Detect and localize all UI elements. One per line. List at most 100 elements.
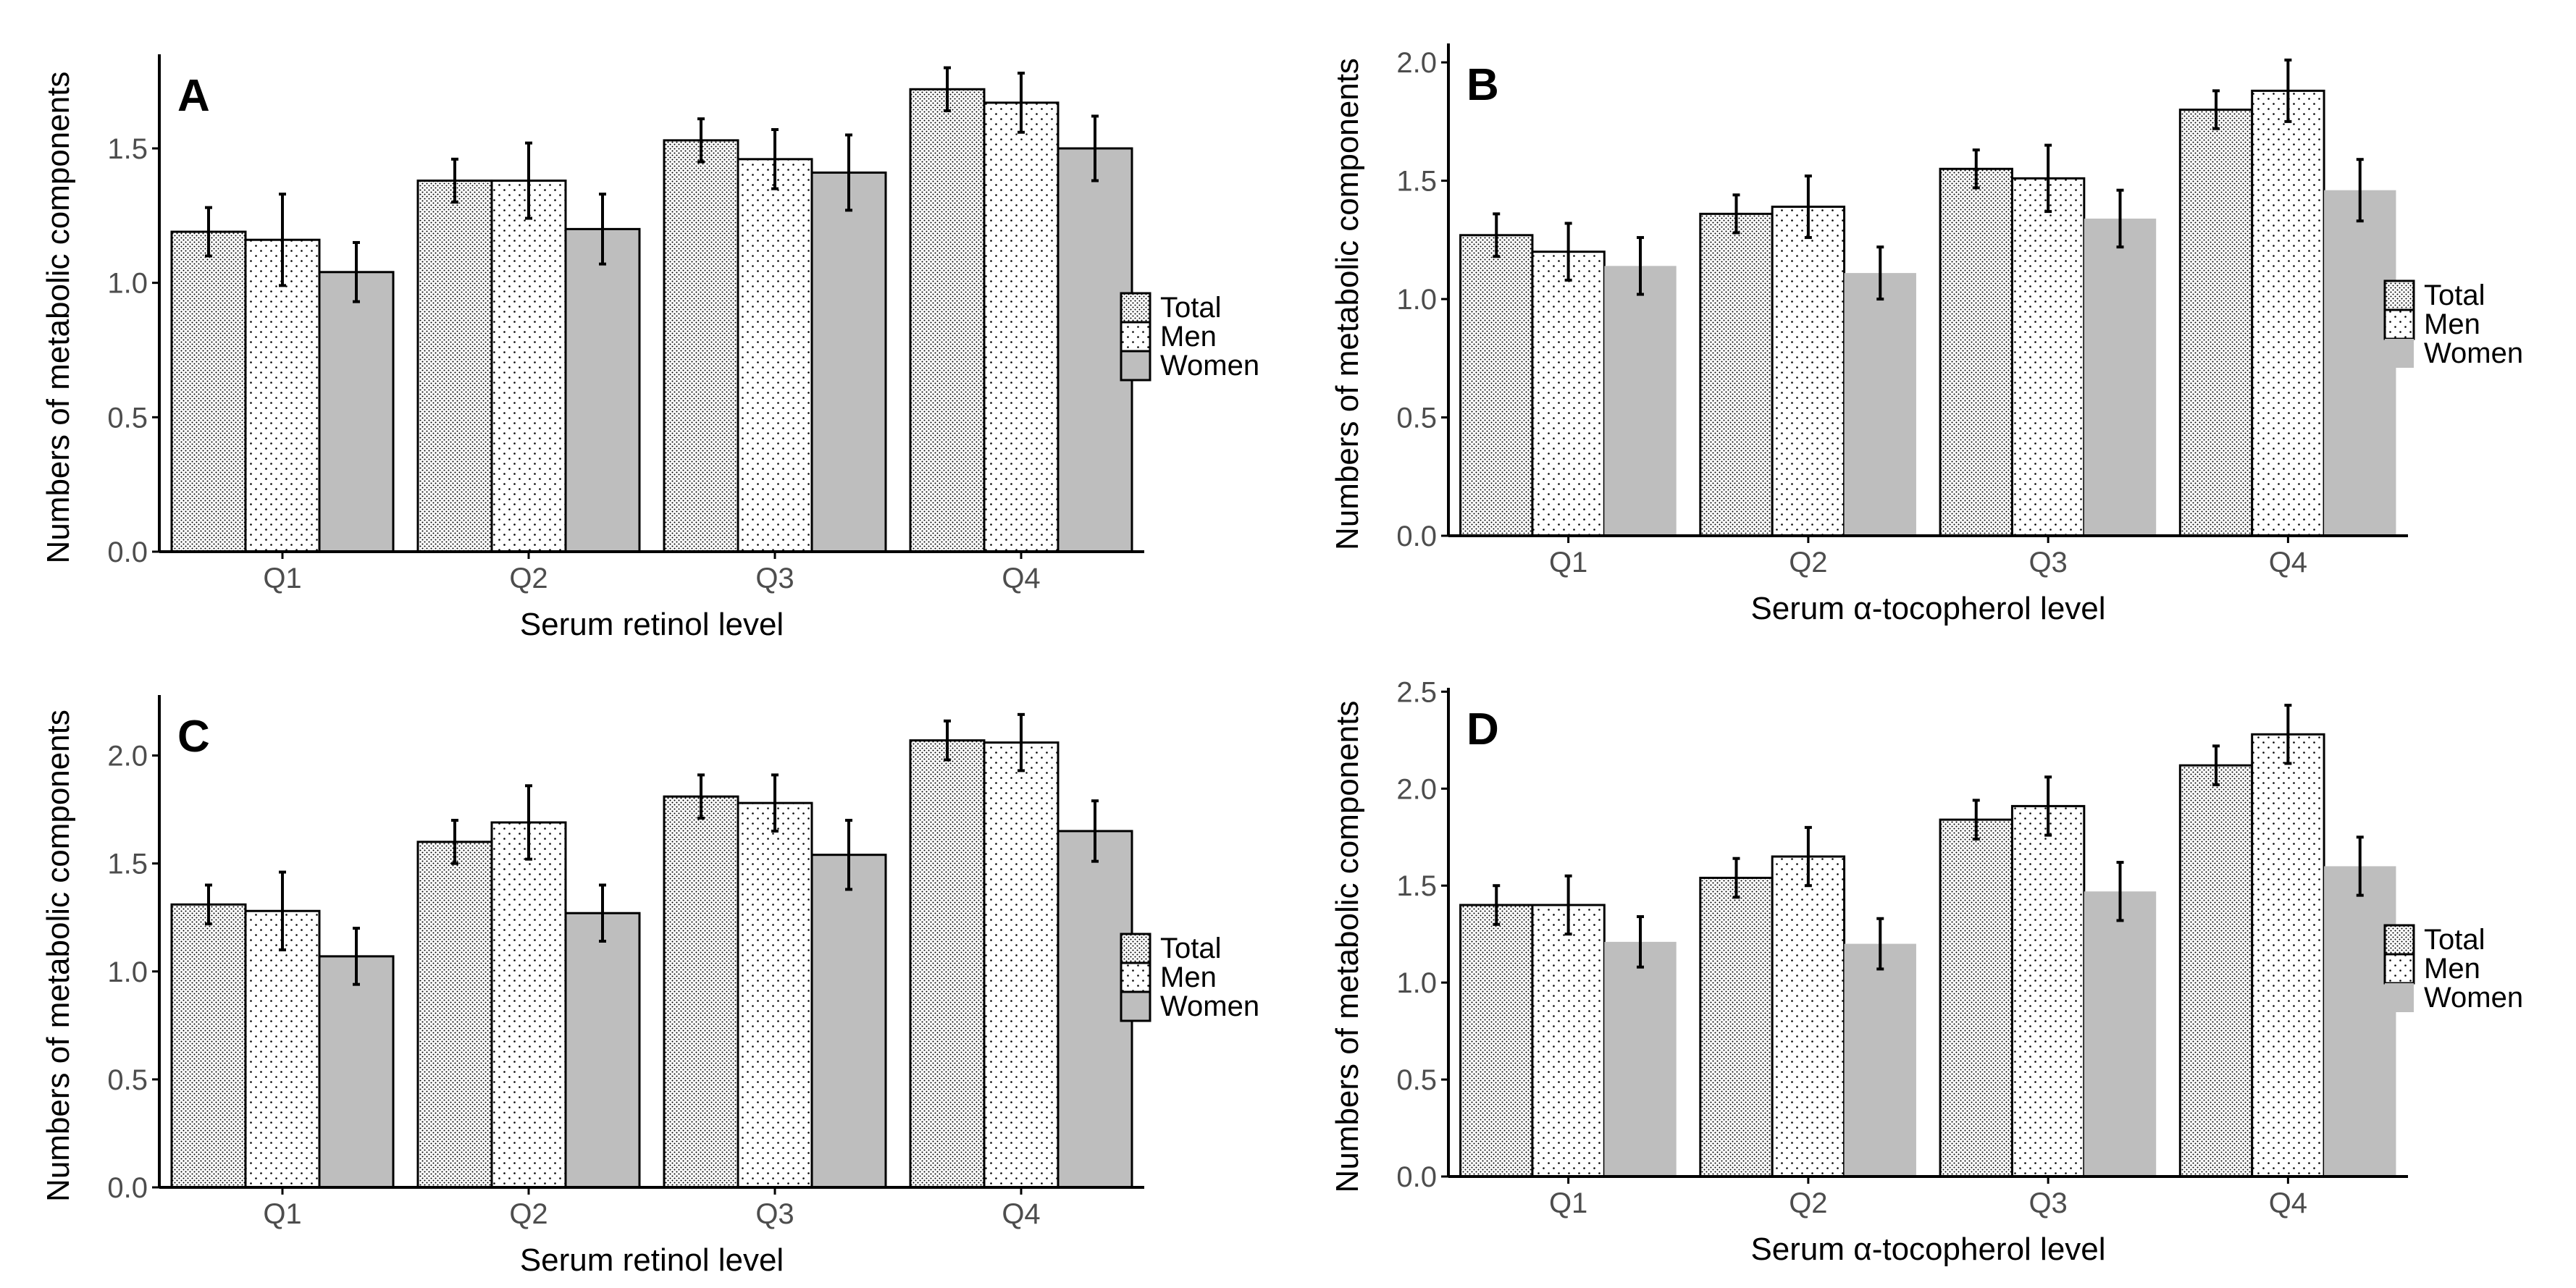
bar-women-q1 bbox=[1604, 941, 1677, 1177]
bar-men-q1 bbox=[1531, 904, 1606, 1178]
legend-label-total: Total bbox=[2424, 924, 2485, 956]
legend-label-men: Men bbox=[1160, 321, 1217, 353]
bar-women-q2 bbox=[1844, 273, 1916, 536]
bar-total-q3 bbox=[663, 139, 739, 553]
legend-label-women: Women bbox=[2424, 337, 2523, 369]
y-tick-label: 2.5 bbox=[1396, 676, 1437, 708]
bar-total-q3 bbox=[1939, 167, 2013, 537]
x-tick-label: Q1 bbox=[1549, 1187, 1587, 1219]
legend-label-women: Women bbox=[1160, 990, 1259, 1022]
bar-women-q4 bbox=[2324, 190, 2396, 536]
y-tick-label: 1.5 bbox=[107, 133, 148, 165]
legend-key-women bbox=[2385, 339, 2414, 368]
bar-women-q2 bbox=[1844, 943, 1916, 1177]
y-tick-label: 1.5 bbox=[107, 849, 148, 880]
x-tick-label: Q2 bbox=[1789, 547, 1827, 578]
bar-total-q3 bbox=[663, 795, 739, 1189]
x-tick-label: Q1 bbox=[263, 1198, 301, 1230]
y-tick-label: 0.5 bbox=[107, 402, 148, 434]
y-axis-title: Numbers of metabolic components bbox=[41, 710, 76, 1202]
y-tick-label: 0.0 bbox=[1396, 521, 1437, 552]
bar-women-q3 bbox=[810, 171, 887, 553]
y-axis-title: Numbers of metabolic components bbox=[1330, 58, 1365, 550]
legend-label-men: Men bbox=[2424, 953, 2480, 985]
bar-men-q2 bbox=[490, 180, 567, 553]
y-tick-label: 1.5 bbox=[1396, 870, 1437, 902]
bar-women-q1 bbox=[318, 955, 395, 1189]
bar-men-q1 bbox=[1531, 251, 1606, 537]
panel-label: B bbox=[1467, 60, 1499, 110]
x-axis-title: Serum α-tocopherol level bbox=[1750, 1232, 2105, 1267]
bar-men-q4 bbox=[983, 741, 1060, 1189]
bar-men-q4 bbox=[2251, 733, 2325, 1178]
bar-men-q3 bbox=[737, 801, 813, 1189]
x-tick-label: Q2 bbox=[509, 563, 547, 594]
x-tick-label: Q4 bbox=[1002, 563, 1040, 594]
bar-total-q1 bbox=[1459, 234, 1534, 537]
x-axis-title: Serum retinol level bbox=[520, 607, 784, 642]
legend-label-men: Men bbox=[1160, 961, 1217, 993]
x-tick-label: Q4 bbox=[1002, 1198, 1040, 1230]
x-axis-title: Serum α-tocopherol level bbox=[1750, 591, 2105, 626]
bar-total-q2 bbox=[416, 180, 493, 553]
y-tick-label: 2.0 bbox=[1396, 773, 1437, 805]
bar-men-q2 bbox=[490, 821, 567, 1189]
bar-women-q1 bbox=[1604, 266, 1677, 536]
bar-women-q2 bbox=[564, 912, 641, 1189]
legend-key-women bbox=[1120, 350, 1151, 382]
y-tick-label: 1.0 bbox=[1396, 284, 1437, 316]
bar-men-q4 bbox=[2251, 89, 2325, 537]
x-tick-label: Q4 bbox=[2269, 1187, 2307, 1219]
x-tick-label: Q1 bbox=[1549, 547, 1587, 578]
legend-label-total: Total bbox=[1160, 292, 1222, 324]
legend-key-men bbox=[2383, 953, 2415, 985]
chart-panel-d: 0.0 0.5 1.0 1.5 2.0 2.5 Q1 Q2 Q3 Q4 Serum α-tocoph… bbox=[1330, 676, 2523, 1267]
chart-panel-b: 0.0 0.5 1.0 1.5 2.0 Q1 Q2 Q3 Q4 Serum α-tocophero… bbox=[1330, 43, 2523, 626]
y-tick-label: 2.0 bbox=[1396, 47, 1437, 79]
panel-label: A bbox=[177, 71, 210, 121]
bar-total-q4 bbox=[2178, 109, 2254, 537]
y-tick-label: 1.0 bbox=[1396, 967, 1437, 999]
bar-men-q2 bbox=[1771, 206, 1846, 537]
y-tick-label: 2.0 bbox=[107, 741, 148, 773]
legend-key-women bbox=[1120, 990, 1151, 1022]
y-tick-label: 1.0 bbox=[107, 956, 148, 988]
bar-total-q3 bbox=[1939, 818, 2013, 1178]
x-axis-title: Serum retinol level bbox=[520, 1242, 784, 1278]
bar-total-q1 bbox=[170, 903, 247, 1189]
y-tick-label: 1.0 bbox=[107, 268, 148, 300]
y-tick-label: 0.5 bbox=[1396, 1064, 1437, 1096]
bar-total-q4 bbox=[909, 88, 986, 553]
legend-key-men bbox=[1120, 961, 1151, 993]
legend-key-total bbox=[2383, 279, 2415, 311]
y-axis-title: Numbers of metabolic components bbox=[41, 72, 76, 564]
x-tick-label: Q3 bbox=[755, 563, 794, 594]
x-tick-label: Q2 bbox=[509, 1198, 547, 1230]
bar-women-q1 bbox=[318, 271, 395, 553]
legend-key-men bbox=[2383, 308, 2415, 340]
bar-women-q4 bbox=[2324, 866, 2396, 1177]
legend-key-total bbox=[2383, 924, 2415, 956]
y-tick-label: 0.0 bbox=[107, 1172, 148, 1204]
x-tick-label: Q2 bbox=[1789, 1187, 1827, 1219]
bar-total-q2 bbox=[416, 841, 493, 1189]
legend-label-total: Total bbox=[1160, 933, 1222, 964]
bar-men-q2 bbox=[1771, 855, 1846, 1178]
x-tick-label: Q3 bbox=[2029, 547, 2067, 578]
y-tick-label: 0.0 bbox=[1396, 1161, 1437, 1193]
bar-men-q3 bbox=[2010, 804, 2086, 1178]
x-tick-label: Q4 bbox=[2269, 547, 2307, 578]
x-tick-label: Q1 bbox=[263, 563, 301, 594]
bar-total-q4 bbox=[2178, 764, 2254, 1178]
bar-total-q1 bbox=[1459, 904, 1534, 1178]
legend-key-men bbox=[1120, 321, 1151, 353]
legend-key-total bbox=[1120, 292, 1151, 324]
bar-men-q3 bbox=[2010, 177, 2086, 537]
y-tick-label: 0.5 bbox=[1396, 403, 1437, 434]
bar-women-q3 bbox=[2084, 218, 2157, 536]
legend-label-women: Women bbox=[2424, 982, 2523, 1014]
